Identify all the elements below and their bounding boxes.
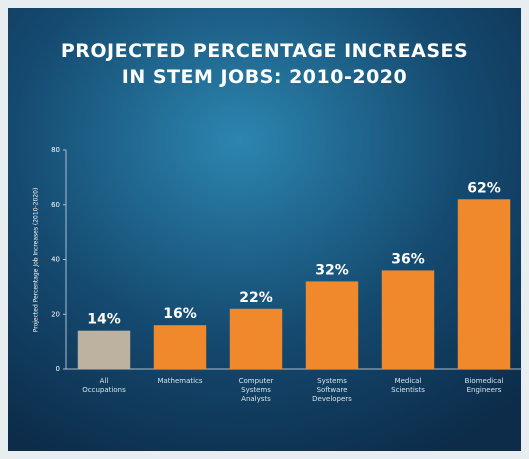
bar (381, 270, 435, 369)
bar (77, 330, 131, 369)
data-label: 36% (391, 251, 425, 267)
data-label: 32% (315, 262, 349, 278)
bar (153, 325, 207, 369)
data-label: 62% (467, 180, 501, 196)
bar (229, 308, 283, 369)
x-tick-label: Computer Systems Analysts (238, 377, 274, 403)
background (8, 8, 521, 451)
chart-title: PROJECTED PERCENTAGE INCREASES (60, 40, 469, 62)
y-tick-label: 0 (56, 365, 60, 373)
x-tick-label: Biomedical Engineers (464, 377, 504, 394)
y-axis-label: Projected Percentage Job Increases (2010… (33, 188, 40, 333)
x-tick-label: All Occupations (82, 377, 126, 394)
x-tick-label: Systems Software Developers (312, 377, 352, 403)
bar (305, 281, 359, 369)
data-label: 22% (239, 290, 273, 306)
y-tick-label: 40 (51, 256, 60, 264)
y-tick-label: 60 (51, 201, 60, 209)
chart-title: IN STEM JOBS: 2010-2020 (121, 66, 408, 88)
data-label: 14% (87, 312, 121, 328)
x-tick-label: Medical Scientists (391, 377, 425, 394)
y-tick-label: 20 (51, 310, 60, 318)
x-tick-label: Mathematics (157, 377, 203, 385)
data-label: 16% (163, 306, 197, 322)
y-tick-label: 80 (51, 146, 60, 154)
bar (457, 199, 511, 369)
